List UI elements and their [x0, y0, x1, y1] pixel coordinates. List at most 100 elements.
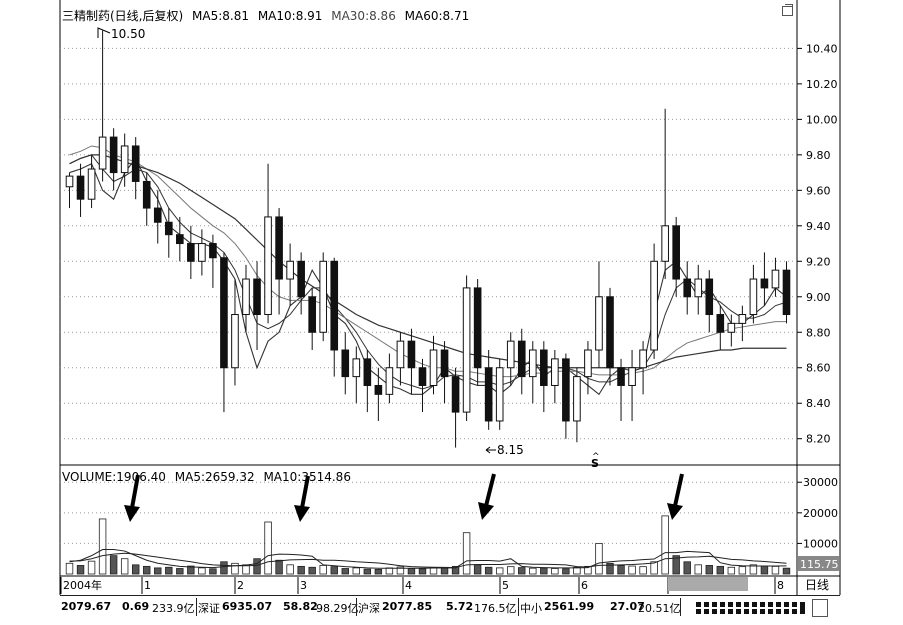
volume-bar-series — [65, 515, 791, 575]
ma10-value: MA10:8.91 — [257, 9, 323, 23]
volume-bar — [694, 564, 702, 575]
zx-label: 中小 — [520, 602, 542, 615]
candle-body — [76, 175, 85, 200]
volume-bar — [385, 567, 394, 575]
ma5-value: MA5:8.81 — [192, 9, 249, 23]
volume-bar — [661, 515, 669, 575]
price-tick-label: 10.00 — [806, 113, 838, 126]
volume-bar — [187, 565, 195, 575]
candle-body — [462, 287, 471, 413]
volume-bar — [87, 560, 96, 575]
price-tick-label: 9.20 — [806, 255, 831, 268]
candle-body — [374, 384, 383, 395]
candle-body — [771, 269, 780, 289]
volume-bar — [65, 562, 74, 575]
volume-bar — [507, 566, 515, 575]
volume-bar — [584, 565, 592, 575]
status-scroll-icon[interactable] — [812, 599, 828, 617]
ma60-value: MA60:8.71 — [404, 9, 470, 23]
volume-spike-arrow-icon — [478, 473, 496, 520]
candle-body — [672, 225, 680, 280]
candle-body — [308, 296, 316, 333]
volume-header: VOLUME:1906.40 MA5:2659.32 MA10:3514.86 — [62, 470, 356, 484]
volume-bar — [738, 566, 747, 575]
volume-bar — [650, 561, 658, 575]
ma30-value: MA30:8.86 — [331, 9, 396, 23]
ma-line-ma60 — [69, 154, 787, 369]
volume-spike-arrow-icon — [124, 474, 140, 522]
candle-body — [65, 175, 74, 188]
volume-bar — [98, 518, 107, 575]
volume-bar — [628, 565, 636, 575]
volume-bar — [198, 567, 206, 575]
zx-change: 27.07 — [610, 600, 645, 613]
ma-line-ma5 — [69, 157, 787, 396]
candle-body — [606, 296, 614, 369]
candle-body — [716, 314, 725, 333]
candle-body — [407, 340, 416, 369]
candle-body — [176, 234, 184, 245]
candle-body — [87, 168, 96, 200]
volume-bar — [705, 565, 713, 575]
price-tick-label: 9.00 — [806, 291, 831, 304]
hs-amount: 176.5亿 — [474, 602, 517, 615]
volume-bar — [771, 565, 780, 575]
candle-body — [396, 340, 405, 369]
low-price-label: 8.15 — [497, 443, 524, 457]
volume-gridlines — [60, 481, 797, 544]
volume-bar — [595, 543, 603, 575]
price-tick-label: 8.20 — [806, 433, 831, 446]
period-label: 日线 — [805, 578, 829, 592]
sz-label: 深证 — [198, 602, 220, 615]
volume-ma10: MA10:3514.86 — [263, 470, 351, 484]
price-tick-label: 8.60 — [806, 362, 831, 375]
volume-bar — [275, 559, 283, 575]
price-tick-label: 10.40 — [806, 42, 838, 55]
restore-window-icon[interactable] — [782, 4, 793, 16]
candle-body — [473, 287, 482, 369]
candle-body — [418, 367, 427, 386]
s-marker: S — [591, 457, 599, 470]
candle-body — [264, 216, 272, 316]
volume-bar — [297, 565, 305, 575]
candle-body — [363, 358, 372, 386]
time-label: 6 — [581, 579, 588, 592]
volume-bar — [286, 564, 294, 575]
volume-bar — [120, 558, 129, 575]
volume-bar — [76, 565, 85, 575]
volume-bar — [716, 565, 725, 575]
time-label: 5 — [502, 579, 509, 592]
volume-ma-line-ma5 — [69, 549, 787, 569]
volume-bar — [473, 564, 482, 575]
time-label: 8 — [777, 579, 784, 592]
candle-body — [385, 367, 394, 395]
candle-body — [495, 367, 504, 422]
time-label: 2 — [237, 579, 244, 592]
price-gridlines — [60, 47, 797, 440]
candle-body — [286, 260, 294, 280]
candle-body — [198, 243, 206, 262]
volume-spike-arrow-icon — [294, 475, 310, 522]
volume-bar — [143, 565, 151, 575]
price-tick-label: 10.20 — [806, 78, 838, 91]
ma-line-ma10 — [69, 154, 787, 390]
volume-bar — [672, 555, 680, 575]
candle-body — [275, 216, 283, 280]
volume-tick-label: 10000 — [803, 537, 838, 550]
candle-body — [153, 207, 162, 223]
volume-value: VOLUME:1906.40 — [62, 470, 166, 484]
volume-ma5: MA5:2659.32 — [174, 470, 255, 484]
sz-index: 6935.07 — [222, 600, 273, 613]
volume-bar — [418, 568, 427, 575]
volume-bar — [639, 566, 647, 575]
volume-bar — [341, 568, 349, 575]
hs-index: 2077.85 — [382, 600, 433, 613]
volume-bar — [617, 565, 625, 575]
volume-bar — [253, 558, 261, 575]
volume-bar — [352, 567, 361, 575]
volume-ma-lines — [69, 549, 787, 569]
volume-bar — [495, 567, 504, 575]
ma-line-ma30 — [69, 145, 787, 378]
current-volume-box — [798, 556, 839, 571]
